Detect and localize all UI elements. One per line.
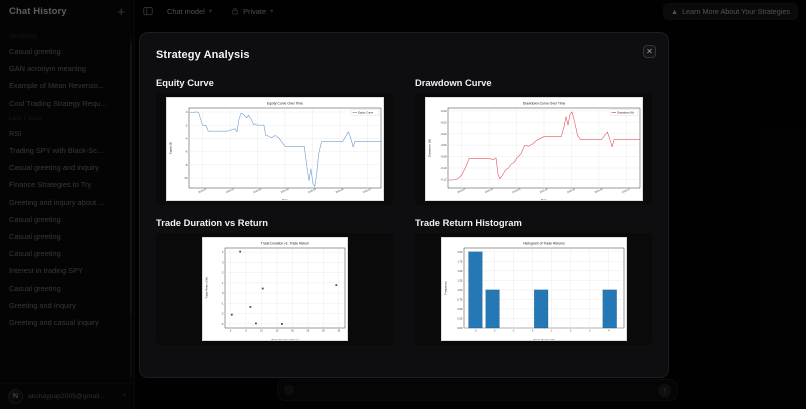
svg-text:1.25: 1.25 [457,278,463,282]
svg-text:1.50: 1.50 [457,269,463,273]
svg-text:Frequency: Frequency [443,281,447,295]
svg-text:Date: Date [282,198,288,201]
svg-text:Drawdown (%): Drawdown (%) [427,139,431,157]
svg-text:3: 3 [589,329,591,332]
svg-text:1.00: 1.00 [457,288,463,292]
svg-text:2025-02: 2025-02 [225,187,235,194]
svg-text:-0.00: -0.00 [440,109,446,113]
svg-text:2025-04: 2025-04 [539,187,549,194]
drawdown-curve-chart: Drawdown Curve Over Time -0.00 -0.02 -0.04 -… [424,97,643,201]
svg-text:2025-03: 2025-03 [252,187,262,194]
svg-text:0.00: 0.00 [457,326,463,330]
modal-body: Equity Curve Equity Curve Over Time 0 -2 -4… [140,77,668,359]
svg-text:2025-07: 2025-07 [621,187,631,194]
svg-text:Histogram of Trade Returns: Histogram of Trade Returns [523,242,565,246]
svg-text:0: 0 [221,291,223,295]
svg-text:2: 2 [221,271,223,275]
svg-text:1: 1 [221,281,223,285]
svg-text:0: 0 [185,110,187,114]
svg-text:30: 30 [322,329,325,332]
modal-header: Strategy Analysis ✕ [140,33,668,77]
svg-text:2025-04: 2025-04 [280,187,290,194]
svg-text:-0.06: -0.06 [440,143,446,147]
modal-title: Strategy Analysis [156,49,250,61]
plot-wrap-trade-duration: Trade Duration vs. Trade Return 4 3 2 1 0 -1 -2… [156,233,393,345]
svg-text:0: 0 [531,329,533,332]
panel-title-trade-duration: Trade Duration vs Return [156,217,269,228]
svg-text:1: 1 [550,329,552,332]
svg-text:0: 0 [229,329,231,332]
svg-text:2: 2 [569,329,571,332]
svg-text:-0.10: -0.10 [440,166,446,170]
svg-text:-2: -2 [221,312,224,316]
svg-text:-1: -1 [512,329,515,332]
svg-text:35: 35 [337,329,340,332]
svg-text:-2: -2 [185,123,188,127]
svg-text:-6: -6 [185,150,188,154]
svg-text:-0.12: -0.12 [440,178,446,182]
svg-text:Drawdown (%): Drawdown (%) [617,111,634,115]
svg-text:Date: Date [541,198,547,201]
svg-text:-0.04: -0.04 [440,132,446,136]
svg-text:2025-01: 2025-01 [197,187,207,194]
svg-text:5: 5 [245,329,247,332]
svg-text:10: 10 [260,329,263,332]
svg-text:1.75: 1.75 [457,259,463,263]
svg-text:0.25: 0.25 [457,317,463,321]
svg-text:Trade Return (%): Trade Return (%) [533,338,555,341]
svg-text:-0.02: -0.02 [440,120,446,124]
svg-text:Equity Curve: Equity Curve [358,111,373,115]
trade-return-histogram-chart: Histogram of Trade Returns 0.00 0.25 0.50 0.… [440,237,627,341]
svg-text:-2: -2 [493,329,496,332]
panel-title-drawdown-curve: Drawdown Curve [415,77,492,88]
svg-text:Trade Return (%): Trade Return (%) [204,277,208,299]
panel-drawdown-curve: Drawdown Curve Drawdown Curve Over Time -… [415,77,652,205]
svg-text:-3: -3 [474,329,477,332]
svg-text:4: 4 [221,250,223,254]
panel-trade-duration-vs-return: Trade Duration vs Return Trade Duration … [156,217,393,345]
svg-text:-1: -1 [221,301,224,305]
svg-text:-0.08: -0.08 [440,155,446,159]
svg-text:2025-05: 2025-05 [566,187,576,194]
svg-text:-3: -3 [221,322,224,326]
svg-text:Equity Curve Over Time: Equity Curve Over Time [267,102,303,106]
svg-text:2025-07: 2025-07 [362,187,372,194]
panel-equity-curve: Equity Curve Equity Curve Over Time 0 -2 -4… [156,77,393,205]
svg-text:25: 25 [306,329,309,332]
trade-duration-vs-return-chart: Trade Duration vs. Trade Return43210-1-2… [201,237,348,341]
svg-text:0.50: 0.50 [457,307,463,311]
svg-text:20: 20 [291,329,294,332]
svg-text:-4: -4 [185,137,188,141]
equity-curve-chart: Equity Curve Over Time 0 -2 -4 -6 -8 -10 2025-0… [165,97,384,201]
plot-wrap-equity-curve: Equity Curve Over Time 0 -2 -4 -6 -8 -10 2025-0… [156,93,393,205]
panel-trade-return-histogram: Trade Return Histogram Histogram of Trad… [415,217,652,345]
svg-text:2025-01: 2025-01 [456,187,466,194]
svg-text:-10: -10 [183,176,187,180]
svg-text:Trade Duration (Days): Trade Duration (Days) [271,338,299,341]
plot-wrap-drawdown-curve: Drawdown Curve Over Time -0.00 -0.02 -0.04 -… [415,93,652,205]
svg-text:15: 15 [275,329,278,332]
close-icon[interactable]: ✕ [643,45,656,58]
panel-title-equity-curve: Equity Curve [156,77,214,88]
svg-text:2025-06: 2025-06 [335,187,345,194]
svg-text:Trade Duration vs. Trade Retur: Trade Duration vs. Trade Return [260,242,309,246]
svg-text:Equity ($): Equity ($) [168,142,172,154]
svg-text:4: 4 [608,329,610,332]
svg-text:2025-06: 2025-06 [594,187,604,194]
plot-wrap-histogram: Histogram of Trade Returns 0.00 0.25 0.50 0.… [415,233,652,345]
svg-text:2025-05: 2025-05 [307,187,317,194]
svg-text:3: 3 [221,260,223,264]
svg-text:Drawdown Curve Over Time: Drawdown Curve Over Time [522,102,565,106]
svg-text:2.00: 2.00 [457,250,463,254]
svg-text:-8: -8 [185,163,188,167]
svg-text:2025-03: 2025-03 [511,187,521,194]
strategy-analysis-modal: Strategy Analysis ✕ Equity Curve Equity … [139,32,669,378]
svg-text:0.75: 0.75 [457,298,463,302]
svg-text:2025-02: 2025-02 [484,187,494,194]
panel-title-histogram: Trade Return Histogram [415,217,522,228]
